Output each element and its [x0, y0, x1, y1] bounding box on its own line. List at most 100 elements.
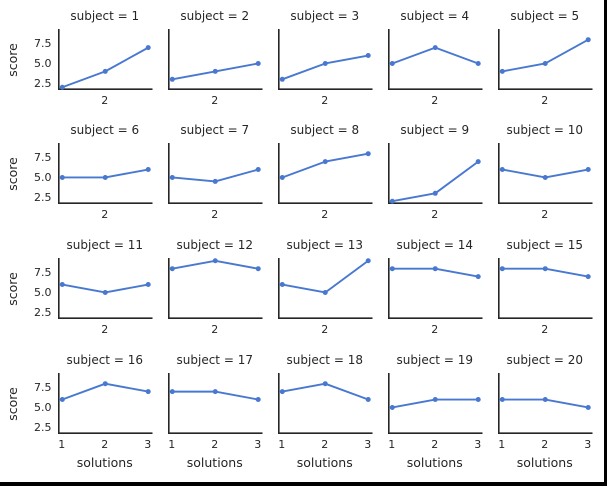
y-tick-label: 7.5 — [34, 266, 52, 280]
data-point-marker — [59, 84, 65, 90]
data-point-marker — [102, 381, 108, 387]
facet-plot — [387, 373, 482, 434]
y-tick-label: 7.5 — [34, 381, 52, 395]
facet-title: subject = 10 — [506, 123, 583, 137]
facet-title: subject = 6 — [70, 123, 140, 137]
facet-title: subject = 7 — [180, 123, 250, 137]
facet-plot — [277, 373, 372, 434]
data-point-marker — [212, 389, 218, 395]
y-tick-label: 2.5 — [34, 190, 52, 204]
data-point-marker — [542, 397, 548, 403]
facet-subject-6: subject = 6 2.5 5.0 7.5 score 2 — [5, 123, 152, 221]
facet-subject-11: subject = 11 2.5 5.0 7.5 score 2 — [5, 238, 152, 336]
x-tick-label: 3 — [144, 438, 152, 451]
facet-title: subject = 13 — [286, 238, 363, 252]
axis-spines — [277, 29, 372, 90]
data-point-marker — [585, 274, 591, 280]
x-tick-label: 2 — [211, 94, 219, 107]
x-tick-label: 2 — [541, 94, 549, 107]
x-tick-label: 2 — [211, 208, 219, 221]
data-point-marker — [255, 397, 261, 403]
data-point-marker — [432, 190, 438, 196]
data-point-marker — [279, 174, 285, 180]
axis-spines — [387, 373, 482, 434]
facet-subject-13: subject = 13 2 — [277, 238, 372, 336]
facet-title: subject = 12 — [176, 238, 253, 252]
data-point-marker — [322, 289, 328, 295]
facet-title: subject = 8 — [290, 123, 360, 137]
x-tick-label: 2 — [541, 208, 549, 221]
facet-title: subject = 18 — [286, 353, 363, 367]
data-point-marker — [255, 266, 261, 272]
x-tick-label: 2 — [321, 438, 329, 451]
data-point-marker — [169, 174, 175, 180]
data-point-marker — [499, 68, 505, 74]
x-tick-label: 2 — [541, 438, 549, 451]
data-point-marker — [365, 53, 371, 59]
data-point-marker — [475, 397, 481, 403]
facet-title: subject = 2 — [180, 9, 250, 23]
x-tick-label: 2 — [321, 208, 329, 221]
axis-spines — [167, 373, 262, 434]
y-tick-label: 7.5 — [34, 151, 52, 165]
facet-plot — [277, 143, 372, 204]
facet-subject-16: subject = 16 2.5 5.0 7.5 score 1 2 3 solutions — [5, 353, 152, 470]
facet-title: subject = 14 — [396, 238, 473, 252]
axis-spines — [497, 143, 592, 204]
axis-spines — [277, 143, 372, 204]
facet-plot — [167, 373, 262, 434]
x-tick-label: 2 — [101, 323, 109, 336]
data-point-marker — [102, 68, 108, 74]
data-point-marker — [255, 60, 261, 66]
x-axis-label: solutions — [76, 455, 133, 470]
facet-plot — [497, 29, 592, 90]
data-point-marker — [389, 404, 395, 410]
x-tick-label: 3 — [364, 438, 372, 451]
x-tick-label: 1 — [58, 438, 66, 451]
data-point-marker — [499, 397, 505, 403]
data-point-marker — [279, 282, 285, 288]
facet-title: subject = 9 — [400, 123, 470, 137]
x-axis-label: solutions — [516, 455, 573, 470]
data-point-marker — [102, 174, 108, 180]
data-point-marker — [389, 266, 395, 272]
data-point-marker — [585, 167, 591, 173]
facet-subject-2: subject = 2 2 — [167, 9, 262, 107]
x-tick-label: 1 — [168, 438, 176, 451]
facet-title: subject = 11 — [66, 238, 143, 252]
facet-subject-3: subject = 3 2 — [277, 9, 372, 107]
y-axis-label: score — [5, 42, 20, 77]
data-point-marker — [475, 60, 481, 66]
data-point-marker — [542, 60, 548, 66]
axis-spines — [497, 373, 592, 434]
x-tick-label: 2 — [431, 438, 439, 451]
facet-subject-12: subject = 12 2 — [167, 238, 262, 336]
facet-title: subject = 19 — [396, 353, 473, 367]
x-tick-label: 1 — [388, 438, 396, 451]
y-tick-label: 7.5 — [34, 37, 52, 51]
data-point-marker — [322, 159, 328, 165]
data-point-marker — [145, 282, 151, 288]
x-tick-label: 2 — [211, 323, 219, 336]
y-tick-label: 5.0 — [34, 285, 52, 299]
data-point-marker — [212, 258, 218, 264]
data-point-marker — [389, 198, 395, 204]
facet-subject-20: subject = 20 1 2 3 solutions — [497, 353, 592, 470]
facet-subject-19: subject = 19 1 2 3 solutions — [387, 353, 482, 470]
facet-subject-8: subject = 8 2 — [277, 123, 372, 221]
y-tick-label: 2.5 — [34, 76, 52, 90]
x-tick-label: 2 — [431, 94, 439, 107]
facet-plot — [167, 29, 262, 90]
facet-title: subject = 16 — [66, 353, 143, 367]
facet-subject-15: subject = 15 2 — [497, 238, 592, 336]
axis-spines — [497, 29, 592, 90]
data-point-marker — [212, 178, 218, 184]
data-point-marker — [102, 289, 108, 295]
x-axis-label: solutions — [296, 455, 353, 470]
axis-spines — [277, 373, 372, 434]
score-line — [280, 54, 369, 81]
x-tick-label: 2 — [321, 323, 329, 336]
data-point-marker — [279, 76, 285, 82]
data-point-marker — [145, 167, 151, 173]
data-point-marker — [365, 397, 371, 403]
